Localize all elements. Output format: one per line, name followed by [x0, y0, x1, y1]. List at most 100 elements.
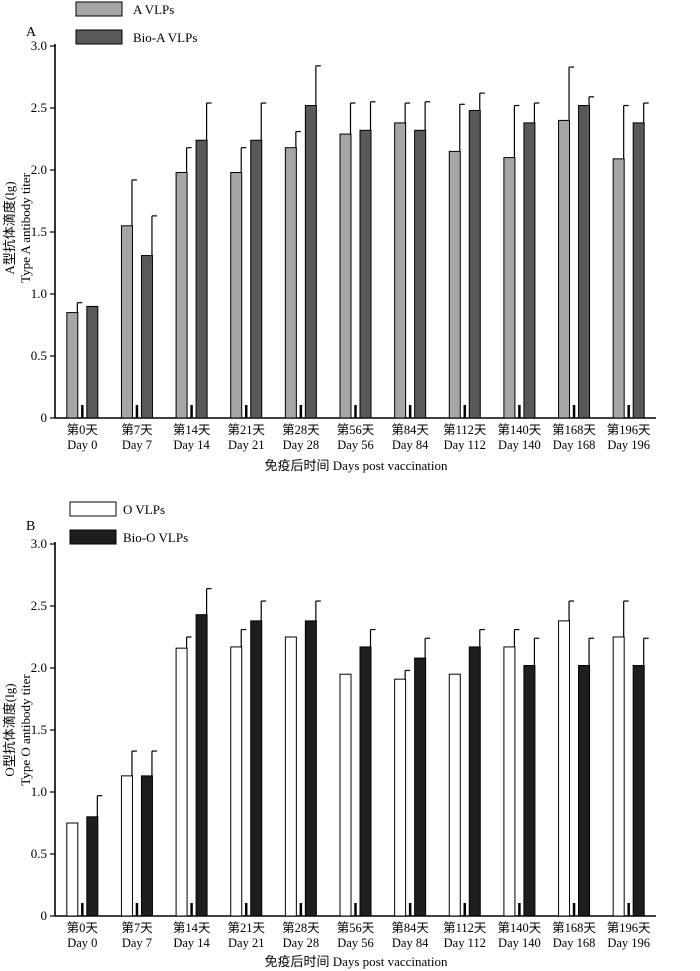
y-tick-label: 1.5 [31, 722, 47, 737]
bar-a-vlps [175, 171, 188, 419]
legend-o-vlps-swatch [69, 501, 117, 517]
bar-o-vlps [230, 646, 243, 917]
x-category-label-cn: 第56天 [337, 423, 375, 437]
x-category-label-cn: 第112天 [443, 423, 487, 437]
bar-bio-o-vlps [468, 646, 481, 917]
bar-bio-a-vlps [578, 105, 591, 419]
x-category-label-en: Day 140 [498, 438, 541, 452]
x-category-label-en: Day 140 [498, 936, 541, 950]
x-category-label-cn: 第7天 [121, 423, 153, 437]
bar-bio-o-vlps [250, 620, 263, 917]
x-category-label-en: Day 84 [392, 936, 429, 950]
y-tick-label: 0.5 [31, 348, 47, 363]
x-category-label-cn: 第7天 [121, 921, 153, 935]
bar-bio-a-vlps [468, 109, 481, 419]
y-tick-label: 1.0 [31, 286, 47, 301]
bar-o-vlps [394, 678, 407, 917]
panel-a-legend: A VLPs Bio-A VLPs [75, 1, 197, 45]
x-category-label-en: Day 168 [553, 438, 596, 452]
legend-bio-o-vlps-swatch [69, 529, 117, 545]
x-category-label-cn: 第112天 [443, 921, 487, 935]
bar-o-vlps [339, 673, 352, 917]
x-category-label-en: Day 112 [444, 936, 486, 950]
bar-bio-o-vlps [414, 657, 427, 917]
bar-a-vlps [120, 225, 133, 419]
y-tick-label: 1.0 [31, 784, 47, 799]
y-tick-label: 3.0 [31, 38, 47, 53]
x-category-label-en: Day 14 [173, 438, 210, 452]
panel-a-chart: A A VLPs Bio-A VLPs A型抗体滴度(lg) Type A an… [2, 1, 656, 473]
y-tick-label: 3.0 [31, 536, 47, 551]
x-category-label-cn: 第0天 [67, 921, 99, 935]
bar-a-vlps [448, 150, 461, 419]
bar-o-vlps [66, 822, 79, 917]
bar-a-vlps [230, 171, 243, 419]
bar-a-vlps [503, 157, 516, 419]
x-category-label-en: Day 168 [553, 936, 596, 950]
panel-b-chart: B O VLPs Bio-O VLPs O型抗体滴度(lg) Type O an… [2, 501, 656, 969]
x-category-label-cn: 第56天 [337, 921, 375, 935]
legend-bio-o-vlps-label: Bio-O VLPs [123, 530, 188, 545]
x-category-label-en: Day 28 [283, 438, 319, 452]
bar-bio-o-vlps [140, 775, 153, 917]
bar-bio-o-vlps [632, 665, 645, 917]
legend-a-vlps-label: A VLPs [133, 2, 174, 17]
bar-o-vlps [448, 673, 461, 917]
x-category-label-cn: 第21天 [227, 921, 265, 935]
x-category-label-cn: 第168天 [552, 423, 596, 437]
x-category-label-en: Day 21 [228, 936, 264, 950]
x-category-label-cn: 第0天 [67, 423, 99, 437]
panel-a-ylabel-cn: A型抗体滴度(lg) [2, 181, 17, 274]
x-category-label-en: Day 196 [607, 936, 650, 950]
x-category-label-cn: 第14天 [173, 921, 211, 935]
x-category-label-cn: 第140天 [498, 423, 542, 437]
bar-o-vlps [120, 775, 133, 917]
bar-bio-a-vlps [414, 129, 427, 419]
x-category-label-cn: 第28天 [282, 423, 320, 437]
x-category-label-cn: 第21天 [227, 423, 265, 437]
bar-o-vlps [284, 636, 297, 917]
bar-o-vlps [503, 646, 516, 917]
bar-bio-o-vlps [86, 816, 99, 917]
x-category-label-cn: 第196天 [607, 423, 651, 437]
x-category-label-cn: 第84天 [391, 921, 429, 935]
x-category-label-en: Day 21 [228, 438, 264, 452]
bar-o-vlps [558, 620, 571, 917]
legend-o-vlps-label: O VLPs [123, 502, 165, 517]
x-category-label-cn: 第196天 [607, 921, 651, 935]
panel-b-ylabel-en: Type O antibody titer [18, 674, 33, 786]
bar-bio-a-vlps [359, 129, 372, 419]
x-category-label-cn: 第168天 [552, 921, 596, 935]
y-tick-label: 2.5 [31, 100, 47, 115]
bar-a-vlps [394, 122, 407, 419]
bar-bio-o-vlps [578, 665, 591, 917]
y-tick-label: 0 [41, 410, 48, 425]
x-category-label-en: Day 14 [173, 936, 210, 950]
bar-a-vlps [558, 119, 571, 419]
bar-bio-o-vlps [523, 665, 536, 917]
x-category-label-en: Day 28 [283, 936, 319, 950]
bar-a-vlps [612, 158, 625, 419]
bar-a-vlps [284, 147, 297, 419]
panel-a-ylabel-en: Type A antibody titer [18, 172, 33, 283]
legend-a-vlps-swatch [75, 1, 123, 17]
legend-bio-a-vlps-label: Bio-A VLPs [133, 30, 197, 45]
y-tick-label: 2.0 [31, 162, 47, 177]
bar-a-vlps [339, 133, 352, 419]
bar-bio-a-vlps [304, 105, 317, 419]
x-category-label-en: Day 84 [392, 438, 429, 452]
panel-b-ylabel-cn: O型抗体滴度(lg) [2, 683, 17, 776]
x-category-label-en: Day 56 [337, 936, 373, 950]
bar-bio-a-vlps [523, 122, 536, 419]
x-category-label-cn: 第140天 [498, 921, 542, 935]
panel-a-xlabel: 免疫后时间 Days post vaccination [264, 458, 448, 473]
x-category-label-cn: 第28天 [282, 921, 320, 935]
bar-bio-a-vlps [86, 305, 99, 419]
x-category-label-en: Day 7 [122, 438, 152, 452]
bar-bio-a-vlps [195, 139, 208, 419]
panel-b-legend: O VLPs Bio-O VLPs [69, 501, 188, 545]
x-category-label-en: Day 7 [122, 936, 152, 950]
